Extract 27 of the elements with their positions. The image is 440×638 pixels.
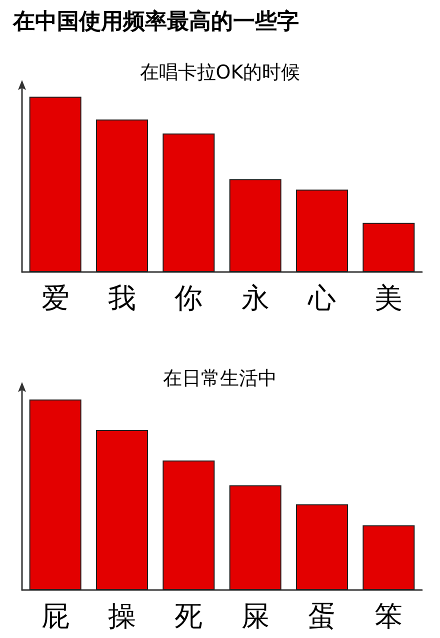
x-tick-label: 我: [108, 282, 136, 314]
x-tick-label: 操: [108, 600, 136, 632]
bar: [162, 134, 215, 272]
chart-subtitle: 在唱卡拉OK的时候: [140, 62, 300, 84]
x-tick-label: 你: [174, 282, 203, 314]
bar: [229, 179, 282, 272]
x-tick-label: 蛋: [308, 600, 336, 632]
bar: [229, 485, 282, 590]
x-tick-label: 永: [241, 282, 270, 314]
bar: [362, 222, 415, 272]
x-tick-label: 美: [374, 282, 403, 314]
x-tick-label: 心: [307, 282, 336, 314]
x-tick-label: 屎: [241, 600, 270, 632]
bar: [96, 120, 148, 272]
x-tick-label: 死: [174, 600, 203, 632]
x-tick-label: 屁: [41, 600, 70, 632]
x-tick-label: 笨: [374, 600, 403, 632]
x-tick-label: 爱: [41, 282, 70, 314]
chart-title: 在中国使用频率最高的一些字: [12, 8, 299, 34]
bar: [296, 504, 348, 590]
bar: [29, 96, 82, 272]
bar: [29, 400, 82, 590]
bar: [362, 525, 415, 590]
bar: [96, 430, 148, 590]
bar: [162, 460, 215, 590]
bar: [296, 190, 348, 272]
chart-title: 在日常生活中: [163, 368, 277, 390]
